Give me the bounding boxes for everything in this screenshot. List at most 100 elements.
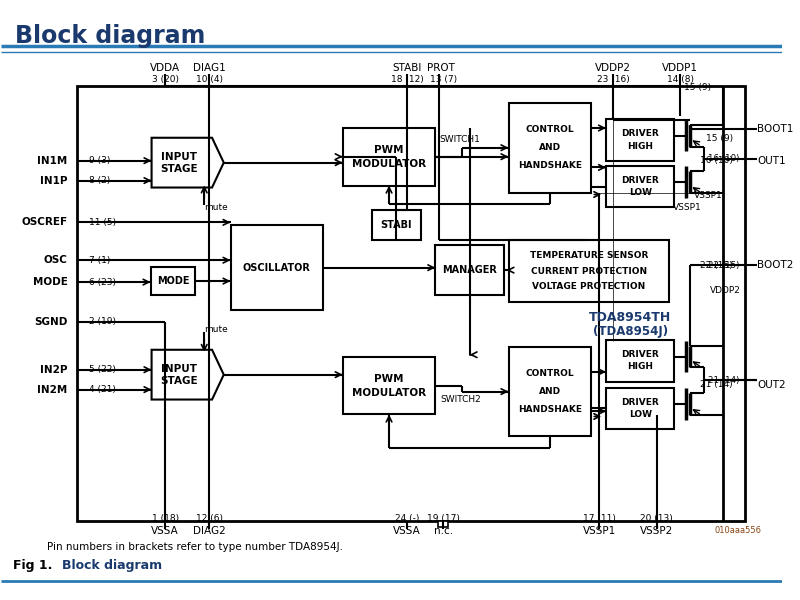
Text: VSSA: VSSA <box>394 526 421 536</box>
Text: 11 (5): 11 (5) <box>89 218 116 227</box>
Bar <box>606 388 674 430</box>
Text: 3 (20): 3 (20) <box>152 74 178 83</box>
Bar <box>509 240 670 302</box>
Text: MANAGER: MANAGER <box>442 265 497 275</box>
Text: mute: mute <box>204 325 228 334</box>
Text: LOW: LOW <box>629 410 652 419</box>
Text: HANDSHAKE: HANDSHAKE <box>518 161 582 170</box>
Text: n.c.: n.c. <box>434 526 453 536</box>
Text: 23 (16): 23 (16) <box>597 74 630 83</box>
Text: IN1P: IN1P <box>40 176 68 185</box>
Text: 18 (12): 18 (12) <box>390 74 423 83</box>
Text: BOOT2: BOOT2 <box>758 260 794 270</box>
Bar <box>606 119 674 161</box>
Text: Block diagram: Block diagram <box>62 559 162 572</box>
Bar <box>509 103 591 193</box>
Text: VSSP2: VSSP2 <box>640 526 674 536</box>
Bar <box>78 86 745 521</box>
Text: 14 (8): 14 (8) <box>666 74 694 83</box>
Text: VDDP2: VDDP2 <box>710 286 742 295</box>
Text: OSCILLATOR: OSCILLATOR <box>243 263 311 272</box>
Text: PWM: PWM <box>374 374 404 383</box>
Bar <box>150 267 195 295</box>
Text: Block diagram: Block diagram <box>15 24 206 48</box>
Text: 21 (14): 21 (14) <box>700 380 733 389</box>
Text: IN2P: IN2P <box>40 365 68 374</box>
Text: MODE: MODE <box>157 276 190 286</box>
Bar <box>435 245 504 295</box>
Text: CONTROL: CONTROL <box>526 125 574 134</box>
Text: Pin numbers in brackets refer to type number TDA8954J.: Pin numbers in brackets refer to type nu… <box>47 542 343 552</box>
Bar <box>606 166 674 208</box>
Text: DRIVER: DRIVER <box>622 398 659 407</box>
Text: DIAG2: DIAG2 <box>193 526 226 536</box>
Text: 010aaa556: 010aaa556 <box>714 526 762 535</box>
Text: SWITCH1: SWITCH1 <box>440 135 481 144</box>
Text: 12 (6): 12 (6) <box>196 514 222 523</box>
Text: MODULATOR: MODULATOR <box>352 158 426 169</box>
Text: VSSP1: VSSP1 <box>673 203 702 212</box>
Text: 16 (10): 16 (10) <box>700 156 733 165</box>
Text: mute: mute <box>204 203 228 212</box>
Text: 8 (2): 8 (2) <box>89 176 110 185</box>
Text: 15 (9): 15 (9) <box>706 134 733 143</box>
Text: STAGE: STAGE <box>160 164 198 173</box>
Text: 7 (1): 7 (1) <box>89 256 110 265</box>
Text: AND: AND <box>539 387 561 396</box>
Bar <box>372 211 421 240</box>
Text: CURRENT PROTECTION: CURRENT PROTECTION <box>531 266 647 275</box>
Text: 17 (11): 17 (11) <box>582 514 616 523</box>
Text: PWM: PWM <box>374 145 404 155</box>
Text: INPUT: INPUT <box>161 152 197 161</box>
Text: DRIVER: DRIVER <box>622 129 659 138</box>
Polygon shape <box>151 138 224 188</box>
Text: DRIVER: DRIVER <box>622 350 659 359</box>
Text: 2 (19): 2 (19) <box>89 317 116 326</box>
Polygon shape <box>151 350 224 400</box>
Bar <box>342 128 435 185</box>
Text: VOLTAGE PROTECTION: VOLTAGE PROTECTION <box>532 282 646 291</box>
Text: 5 (22): 5 (22) <box>89 365 116 374</box>
Text: SWITCH2: SWITCH2 <box>440 395 481 404</box>
Text: BOOT1: BOOT1 <box>758 124 794 134</box>
Text: STABI: STABI <box>381 220 412 230</box>
Text: OSC: OSC <box>44 255 68 265</box>
Text: OSCREF: OSCREF <box>22 217 68 227</box>
Text: HIGH: HIGH <box>627 142 653 151</box>
Text: VSSP1: VSSP1 <box>694 191 723 200</box>
Text: VDDP1: VDDP1 <box>662 63 698 73</box>
Text: 24 (-): 24 (-) <box>395 514 419 523</box>
Text: 19 (17): 19 (17) <box>426 514 460 523</box>
Bar <box>509 347 591 436</box>
Text: OUT2: OUT2 <box>758 380 786 389</box>
Text: 15 (9): 15 (9) <box>684 83 711 92</box>
Text: 9 (3): 9 (3) <box>89 156 110 165</box>
Text: 22 (15): 22 (15) <box>700 260 733 269</box>
Bar <box>438 521 448 527</box>
Text: Fig 1.: Fig 1. <box>13 559 53 572</box>
Text: VDDA: VDDA <box>150 63 180 73</box>
Text: VSSP1: VSSP1 <box>582 526 616 536</box>
Text: 6 (23): 6 (23) <box>89 278 116 287</box>
Text: (TDA8954J): (TDA8954J) <box>593 325 668 338</box>
Text: STAGE: STAGE <box>160 376 198 386</box>
Text: AND: AND <box>539 143 561 152</box>
Text: 1 (18): 1 (18) <box>152 514 178 523</box>
Text: 4 (21): 4 (21) <box>89 385 116 394</box>
Text: MODE: MODE <box>33 277 68 287</box>
Text: TDA8954TH: TDA8954TH <box>590 311 671 325</box>
Text: 16 (10): 16 (10) <box>708 154 740 163</box>
Text: INPUT: INPUT <box>161 364 197 374</box>
Text: 21 (14): 21 (14) <box>708 376 740 385</box>
Text: MODULATOR: MODULATOR <box>352 388 426 398</box>
Text: SGND: SGND <box>34 317 68 327</box>
Bar <box>342 357 435 415</box>
Text: DRIVER: DRIVER <box>622 176 659 185</box>
Bar <box>230 226 323 310</box>
Text: VDDP2: VDDP2 <box>595 63 631 73</box>
Text: LOW: LOW <box>629 188 652 197</box>
Text: IN1M: IN1M <box>38 155 68 166</box>
Text: HANDSHAKE: HANDSHAKE <box>518 405 582 414</box>
Text: CONTROL: CONTROL <box>526 369 574 378</box>
Bar <box>606 340 674 382</box>
